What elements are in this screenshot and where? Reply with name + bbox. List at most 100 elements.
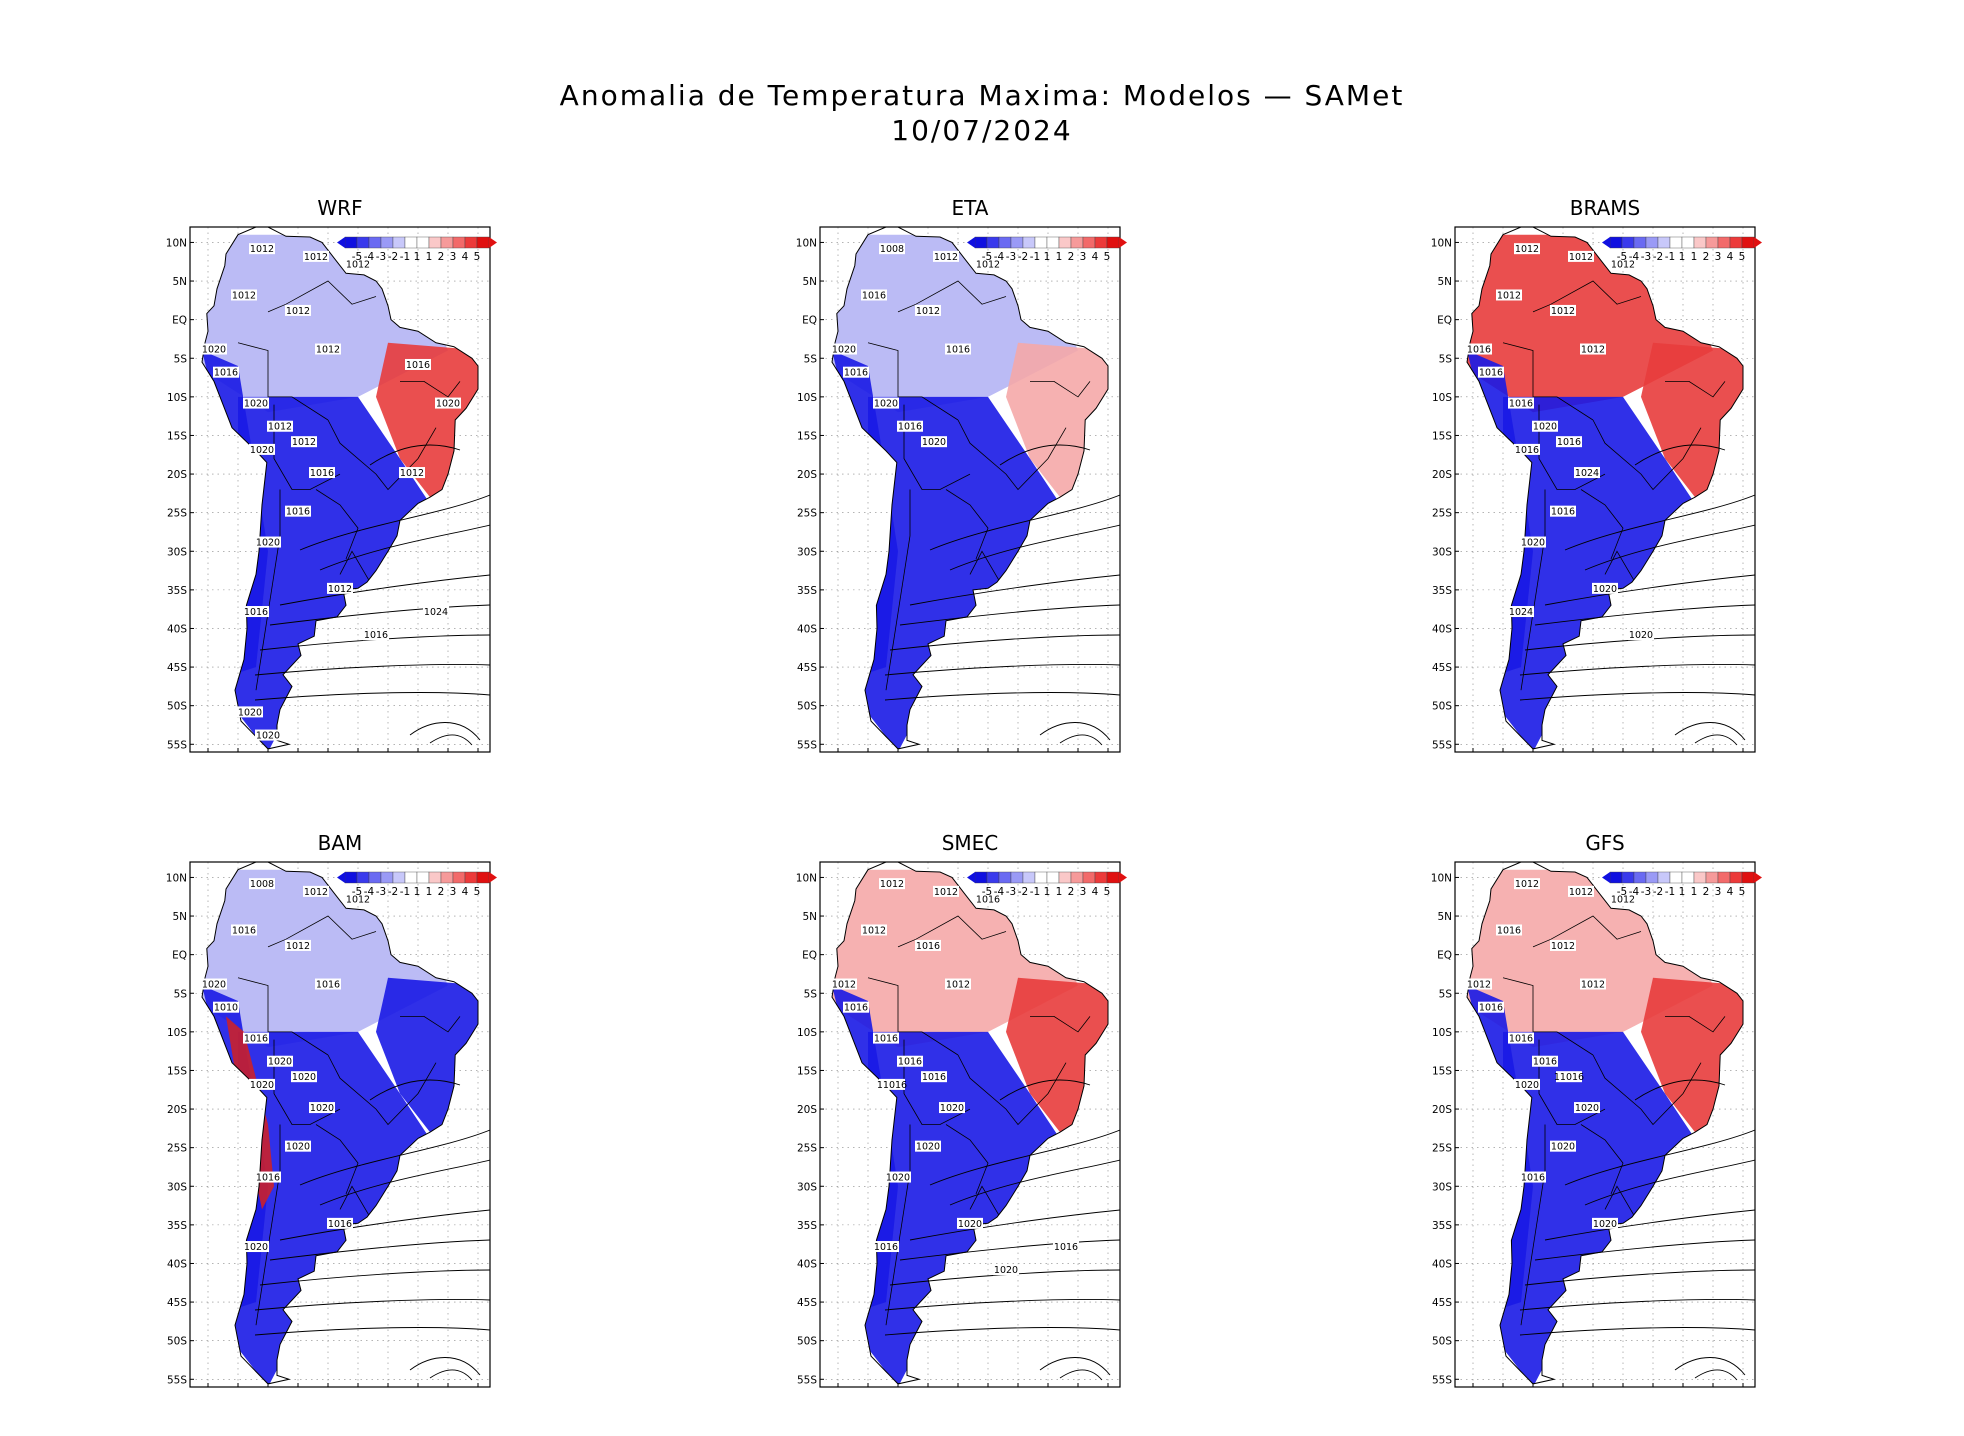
isobar-label: 1020	[1629, 630, 1653, 641]
country-borders	[867, 915, 1091, 1326]
colorbar-label: 5	[1104, 886, 1111, 898]
lat-tick-label: 10S	[1432, 392, 1452, 404]
colorbar-swatch	[344, 871, 358, 884]
lat-axis: 10N 5N EQ 5S 10S 15S 20S 25S 30S 35S 40S 45S 50S 55S	[166, 237, 194, 751]
colorbar-swatch	[1094, 236, 1108, 249]
lat-tick-label: 50S	[1432, 1336, 1452, 1348]
isobar-label: 1012	[1551, 306, 1575, 317]
lat-tick-label: 35S	[797, 1220, 817, 1232]
map-svg: BAM1008101210121016101210161020101010161…	[166, 831, 497, 1388]
isobar-lines	[190, 970, 490, 1381]
isobar-labels: 1008 1012 1012 1016 1012 1016 1020 1010 1016 1020…	[201, 878, 371, 1253]
colorbar-label: 1	[1056, 886, 1063, 898]
colorbar-arrow-right	[1754, 237, 1762, 248]
map-border	[819, 226, 1121, 753]
lat-tick-label: 55S	[167, 739, 187, 751]
isobar-label: 11016	[877, 1080, 907, 1091]
isobar-label: 1012	[916, 306, 940, 317]
isobar-label: 1012	[316, 345, 340, 356]
isobar-label: 1012	[232, 290, 256, 301]
colorbar-swatch	[392, 871, 406, 884]
colorbar-label: -3	[1006, 251, 1016, 263]
colorbar-arrow-right	[1119, 237, 1127, 248]
colorbar-label: -2	[1018, 886, 1028, 898]
isobar-label: 1012	[400, 468, 424, 479]
isobar-label: 1016	[1054, 1242, 1078, 1253]
lat-tick-label: 10N	[166, 872, 187, 884]
lat-tick-label: 5N	[802, 276, 817, 288]
country-borders	[1502, 915, 1726, 1326]
isobar-label: 1016	[1509, 399, 1533, 410]
colorbar-swatch	[1657, 236, 1671, 249]
colorbar-swatch	[1729, 236, 1743, 249]
colorbar-label: 3	[450, 886, 457, 898]
colorbar-swatch	[380, 871, 394, 884]
colorbar-label: -3	[376, 251, 386, 263]
colorbar-label: 3	[1715, 251, 1722, 263]
isobar-label: 1020	[940, 1103, 964, 1114]
colorbar-swatch	[440, 871, 454, 884]
lat-tick-label: 40S	[1432, 623, 1452, 635]
isobar-label: 1012	[934, 252, 958, 263]
isobar-label: 1012	[1581, 980, 1605, 991]
isobar-label: 1016	[844, 368, 868, 379]
colorbar: -5 -4 -3 -2 -1 1 1 2 3 4 5	[1602, 236, 1762, 263]
colorbar-label: 1	[414, 886, 421, 898]
isobar-label: 1012	[1581, 345, 1605, 356]
colorbar-label: -5	[982, 886, 992, 898]
isobar-label: 1012	[1569, 252, 1593, 263]
country-borders	[867, 280, 1091, 691]
colorbar-label: 2	[1068, 886, 1075, 898]
isobar-lines	[1455, 970, 1755, 1381]
lat-tick-label: 10N	[796, 872, 817, 884]
colorbar-label: 5	[1739, 886, 1746, 898]
colorbar-swatch	[428, 236, 442, 249]
colorbar-swatch	[368, 236, 382, 249]
lat-tick-label: 20S	[797, 469, 817, 481]
colorbar-swatch	[1705, 236, 1719, 249]
colorbar-swatch	[1070, 236, 1084, 249]
map-svg: SMEC101210121016101210161012101210161016…	[796, 831, 1127, 1388]
panel-title: SMEC	[942, 831, 999, 855]
map-panel-brams: BRAMS 1012 1012 1012 1012 1012 1012 1016 1016 101…	[1425, 195, 1964, 755]
isobar-label: 11016	[1554, 1072, 1584, 1083]
colorbar-swatch	[356, 236, 370, 249]
isobar-label: 1016	[310, 468, 334, 479]
map-border	[819, 861, 1121, 1388]
lat-axis: 10N 5N EQ 5S 10S 15S 20S 25S 30S 35S 40S 45S 50S 55S	[796, 237, 824, 751]
isobar-label: 1016	[256, 1173, 280, 1184]
colorbar-swatch	[1106, 236, 1120, 249]
isobar-label: 1020	[1575, 1103, 1599, 1114]
colorbar-arrow-left	[337, 872, 345, 883]
colorbar-swatch	[1717, 871, 1731, 884]
isobar-label: 1016	[1509, 1034, 1533, 1045]
colorbar-label: -5	[352, 251, 362, 263]
colorbar-arrow-left	[1602, 872, 1610, 883]
colorbar-swatch	[1058, 871, 1072, 884]
colorbar-swatch	[1669, 871, 1683, 884]
colorbar-swatch	[404, 871, 418, 884]
colorbar-label: -2	[388, 886, 398, 898]
lat-tick-label: 30S	[1432, 1181, 1452, 1193]
coastline	[831, 226, 1109, 750]
isobar-label: 1012	[268, 422, 292, 433]
isobar-label: 1020	[922, 437, 946, 448]
country-borders	[237, 280, 461, 691]
colorbar-arrow-left	[337, 237, 345, 248]
colorbar-label: -1	[1030, 251, 1040, 263]
isobar-label: 1020	[310, 1103, 334, 1114]
isobar-label: 1020	[916, 1142, 940, 1153]
map-border	[189, 861, 491, 1388]
isobar-label: 1016	[1479, 1003, 1503, 1014]
lat-tick-label: 15S	[797, 1065, 817, 1077]
isobar-label: 1012	[880, 879, 904, 890]
isobar-lines	[190, 335, 490, 746]
isobar-label: 1016	[286, 507, 310, 518]
lat-tick-label: 35S	[797, 585, 817, 597]
lat-tick-label: 5S	[1439, 353, 1453, 365]
colorbar-swatch	[1633, 871, 1647, 884]
map-border	[1454, 226, 1756, 753]
isobar-label: 1020	[1515, 1080, 1539, 1091]
lat-tick-label: 5N	[1437, 276, 1452, 288]
isobar-label: 1008	[250, 879, 274, 890]
